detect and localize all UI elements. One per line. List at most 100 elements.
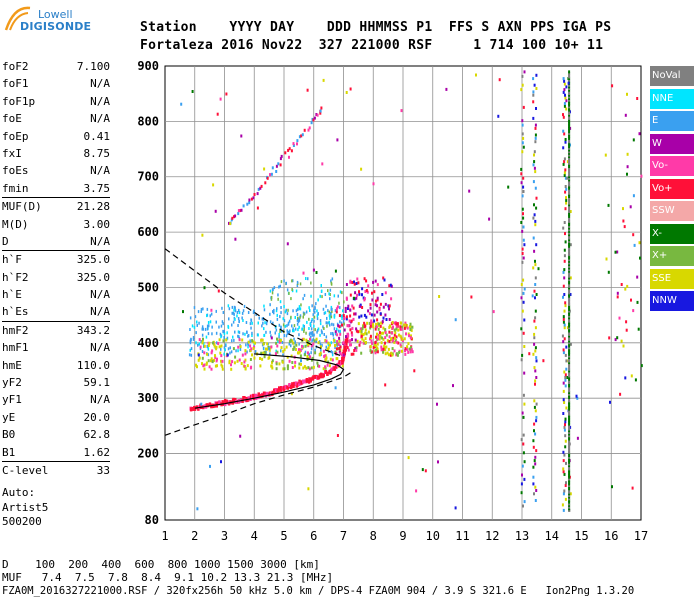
echo-point [564,232,566,236]
echo-point [531,294,534,298]
echo-point [523,287,526,291]
echo-point [568,492,571,496]
echo-point [286,288,289,292]
echo-point [372,325,375,329]
echo-point [454,318,457,322]
echo-point [568,324,571,328]
echo-point [207,353,210,357]
echo-point [568,499,571,502]
param-row: foF1p N/A [2,93,110,110]
echo-point [305,331,307,335]
echo-point [346,307,349,310]
echo-point [219,97,222,101]
echo-point [238,358,241,362]
echo-point [305,378,309,382]
echo-point [385,333,388,337]
echo-point [532,465,535,469]
echo-point [298,362,301,366]
echo-point [520,167,523,171]
echo-point [336,138,339,142]
echo-point [568,322,571,326]
echo-point [337,324,340,328]
echo-point [568,460,571,464]
echo-point [568,347,571,351]
echo-point [263,304,265,308]
echo-point [253,193,256,196]
echo-point [568,327,571,331]
echo-point [269,330,271,334]
param-label: hmE [2,358,22,372]
echo-point [286,355,289,359]
echo-point [209,314,211,318]
param-row: B0 62.8 [2,426,110,443]
param-label: MUF(D) [2,200,42,214]
echo-point [308,353,310,357]
echo-point [568,183,571,187]
echo-point [332,323,335,327]
echo-point [191,406,195,411]
echo-point [533,289,536,293]
echo-point [199,347,202,351]
echo-point [250,326,252,330]
echo-point [565,85,568,89]
echo-point [404,347,407,351]
echo-point [359,329,362,333]
echo-point [563,428,566,432]
echo-point [218,325,220,329]
echo-point [532,77,535,81]
echo-point [568,376,571,379]
echo-point [342,314,345,317]
echo-point [563,293,566,296]
echo-point [568,449,571,453]
echo-point [521,247,524,251]
echo-point [384,313,387,317]
echo-point [565,187,568,191]
echo-point [361,287,364,291]
param-label: D [2,234,9,248]
echo-point [282,323,285,327]
echo-point [283,348,286,352]
echo-point [299,354,302,358]
echo-point [563,248,566,252]
echo-point [337,329,340,333]
echo-point [249,344,252,348]
echo-point [568,286,571,290]
echo-point [278,362,281,366]
echo-point [366,290,369,294]
echo-point [207,346,209,350]
echo-point [564,138,567,141]
echo-point [283,305,285,308]
echo-point [568,381,571,384]
echo-point [568,243,571,247]
echo-point [535,293,538,296]
echo-point [264,181,267,185]
echo-point [438,295,441,298]
echo-point [413,369,416,373]
echo-point [243,360,246,364]
echo-point [206,327,209,331]
echo-point [203,286,206,290]
echo-point [568,344,571,348]
echo-point [568,288,571,291]
echo-point [310,366,313,370]
echo-point [197,343,199,347]
x-tick-label: 7 [340,529,347,543]
echo-point [298,325,300,329]
echo-point [415,489,418,493]
echo-point [260,184,263,188]
echo-point [619,392,622,396]
echo-point [301,327,304,331]
echo-point [302,324,305,328]
echo-point [320,372,323,377]
echo-point [288,147,291,151]
x-tick-label: 3 [221,529,228,543]
echo-point [308,327,310,330]
echo-point [276,313,278,317]
echo-point [568,170,571,174]
echo-point [381,320,384,324]
echo-point [568,387,571,391]
echo-point [308,317,310,321]
echo-point [313,319,315,323]
echo-point [336,327,338,331]
echo-point [395,322,398,326]
